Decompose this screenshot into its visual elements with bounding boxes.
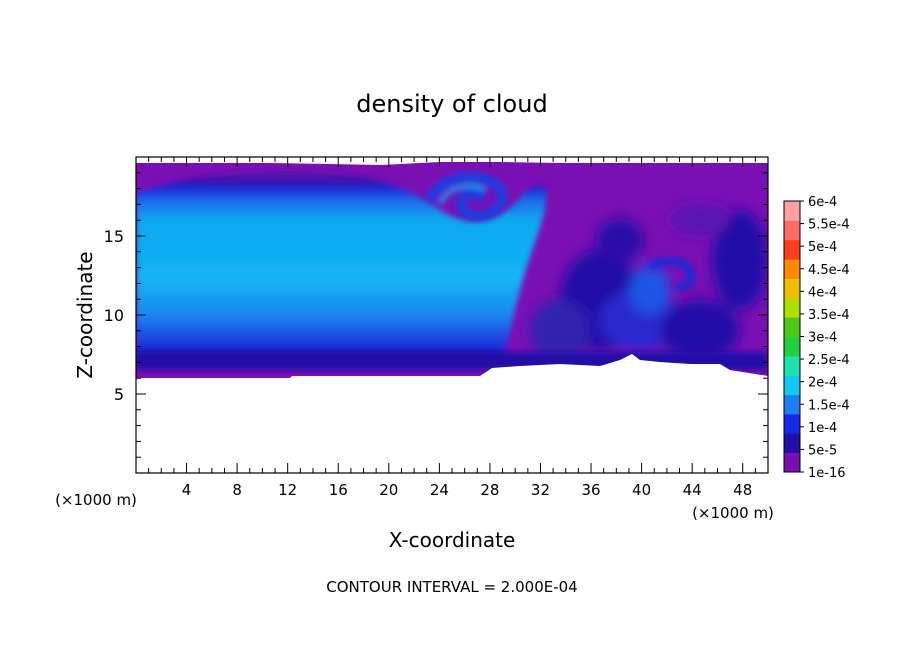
- chart-title: density of cloud: [356, 90, 547, 118]
- colorbar-label: 1.5e-4: [808, 398, 850, 413]
- x-tick-label: 20: [379, 481, 398, 499]
- colorbar-label: 4e-4: [808, 285, 837, 300]
- x-tick-label: 8: [232, 481, 242, 499]
- vortex-right: [647, 257, 695, 292]
- x-tick-label: 32: [531, 481, 550, 499]
- colorbar-label: 1e-16: [808, 466, 846, 481]
- colorbar-swatch: [784, 220, 800, 241]
- colorbar-swatch: [784, 375, 800, 396]
- x-unit-label-left: (×1000 m): [55, 491, 137, 509]
- colorbar-swatch: [784, 239, 800, 260]
- colorbar-label: 5.5e-4: [808, 218, 850, 233]
- colorbar-swatch: [784, 336, 800, 357]
- vortex-left: [425, 172, 507, 222]
- x-tick-label: 16: [329, 481, 348, 499]
- colorbar-label: 5e-5: [808, 443, 837, 458]
- colorbar-label: 3.5e-4: [808, 308, 850, 323]
- x-tick-label: 48: [733, 481, 752, 499]
- colorbar-label: 6e-4: [808, 195, 837, 210]
- colorbar-swatch: [784, 413, 800, 434]
- colorbar-swatch: [784, 259, 800, 279]
- colorbar-label: 5e-4: [808, 240, 837, 255]
- y-axis-label: Z-coordinate: [73, 251, 97, 378]
- colorbar-label: 1e-4: [808, 421, 837, 436]
- x-tick-label: 40: [632, 481, 651, 499]
- colorbar-swatch: [784, 201, 800, 221]
- x-axis-ticks: 4 8 12 16 20 24 28 32 36 40 44 48: [148, 157, 756, 499]
- cloud-core-left: [136, 170, 547, 368]
- colorbar-swatch: [784, 317, 800, 337]
- colorbar-swatch: [784, 297, 800, 318]
- colorbar-label: 3e-4: [808, 331, 837, 346]
- colorbar-label: 2e-4: [808, 376, 837, 391]
- x-tick-label: 4: [182, 481, 192, 499]
- colorbar-label: 4.5e-4: [808, 263, 850, 278]
- x-unit-label-right: (×1000 m): [692, 504, 774, 522]
- y-axis-ticks: 5 10 15: [104, 172, 768, 458]
- x-tick-label: 12: [278, 481, 297, 499]
- y-tick-label: 15: [104, 227, 124, 246]
- x-axis-label: X-coordinate: [389, 528, 516, 552]
- contour-interval-note: CONTOUR INTERVAL = 2.000E-04: [326, 578, 577, 596]
- colorbar-swatch: [784, 433, 800, 454]
- x-tick-label: 36: [581, 481, 600, 499]
- cloud-free-region: [136, 354, 768, 473]
- colorbar-label: 2.5e-4: [808, 353, 850, 368]
- colorbar-swatch: [784, 394, 800, 415]
- cloud-density-field: [136, 157, 768, 473]
- y-tick-label: 10: [104, 306, 124, 325]
- colorbar-swatch: [784, 452, 800, 473]
- colorbar: 1e-16 5e-5 1e-4 1.5e-4 2e-4 2.5e-4 3e-4 3.5e-4 4…: [783, 195, 850, 481]
- turbulent-region: [530, 204, 768, 360]
- colorbar-swatch: [784, 278, 800, 299]
- colorbar-swatch: [784, 355, 800, 376]
- y-tick-label: 5: [114, 385, 124, 404]
- x-tick-label: 44: [683, 481, 702, 499]
- x-tick-label: 28: [480, 481, 499, 499]
- x-tick-label: 24: [430, 481, 449, 499]
